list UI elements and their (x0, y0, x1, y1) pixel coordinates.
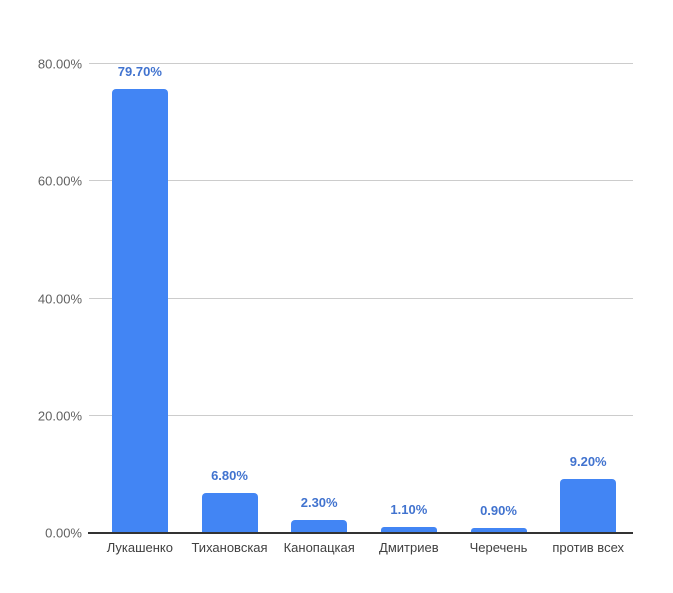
bar-group: 6.80% (185, 64, 275, 533)
bar-value-label: 2.30% (300, 495, 338, 510)
y-tick-label: 40.00% (37, 291, 82, 306)
bar (470, 528, 527, 533)
x-tick-label: Дмитриев (379, 540, 439, 555)
bar-group: 9.20% (543, 64, 633, 533)
bar (111, 89, 168, 533)
gridline (89, 414, 633, 416)
bar (380, 527, 437, 533)
bar (291, 520, 348, 533)
bar (201, 493, 258, 533)
x-tick-label: Канопацкая (283, 540, 355, 555)
x-axis-line (88, 532, 633, 534)
bar-value-label: 0.90% (480, 503, 517, 518)
y-tick-label: 20.00% (37, 408, 82, 424)
bar (560, 479, 617, 533)
gridline (89, 297, 633, 299)
bar-group: 2.30% (274, 64, 364, 533)
bar-value-label: 1.10% (390, 502, 428, 517)
bar-value-label: 9.20% (569, 454, 607, 469)
bar-value-label: 79.70% (117, 64, 162, 79)
x-axis-labels-row: Лукашенко Тихановская Канопацкая Дмитриев Че… (95, 540, 633, 555)
gridline (89, 63, 633, 64)
x-tick-label: Тихановская (191, 540, 268, 555)
y-tick-label: 0.00% (45, 525, 82, 541)
bars-layer: 79.70% 6.80% 2.30% 1.10% 0.90% 9.20% (95, 64, 633, 533)
bar-group: 1.10% (364, 64, 454, 533)
plot-area: 0.00% 20.00% 40.00% 60.00% 80.00% 79.70% 6.80… (38, 57, 633, 555)
y-tick-label: 60.00% (37, 173, 82, 189)
bar-group: 0.90% (454, 64, 544, 533)
bar-value-label: 6.80% (211, 468, 248, 483)
x-tick-label: против всех (552, 540, 625, 555)
gridline (89, 180, 633, 182)
bar-group: 79.70% (95, 64, 185, 533)
x-tick-label: Черечень (469, 540, 528, 555)
x-tick-label: Лукашенко (106, 540, 173, 555)
y-tick-label: 80.00% (37, 56, 82, 72)
